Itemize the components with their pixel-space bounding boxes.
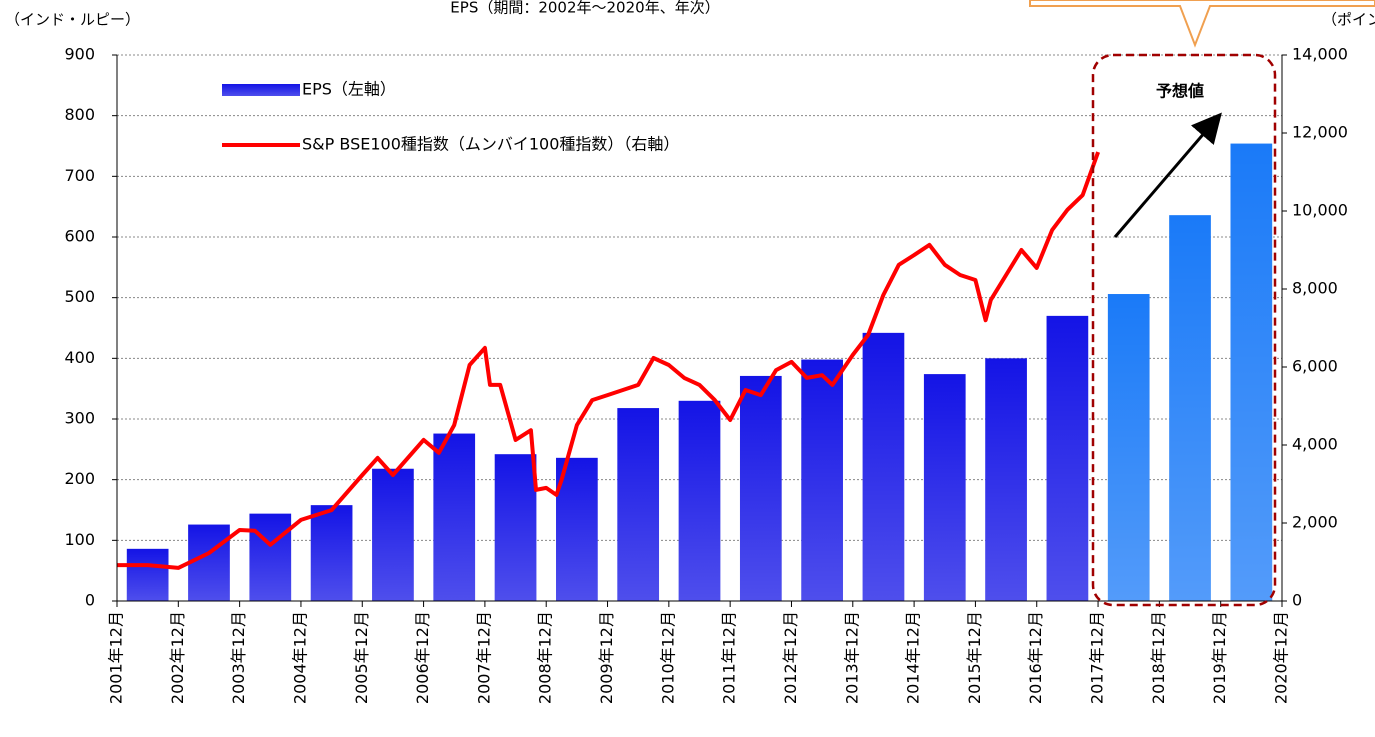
annotation: 予想値 [1156,82,1204,101]
x-tick-label: 2011年12月 [720,611,739,704]
bar-shade [249,513,292,601]
x-tick-label: 2006年12月 [413,611,432,704]
y2-tick-label: 2,000 [1292,513,1338,532]
bar-shade [678,400,721,601]
x-tick-label: 2009年12月 [597,611,616,704]
y-tick-label: 600 [64,227,95,246]
legend-swatch-shade [222,84,300,96]
bar-shade [126,548,169,601]
legend-label: EPS（左軸） [302,80,396,99]
y-tick-label: 800 [64,105,95,124]
x-tick-label: 2007年12月 [474,611,493,704]
y2-tick-label: 14,000 [1292,45,1348,64]
y2-tick-label: 4,000 [1292,435,1338,454]
y-tick-label: 900 [64,45,95,64]
bar-shade [617,408,660,601]
line [117,151,1100,570]
x-tick-label: 2019年12月 [1210,611,1229,704]
y2-tick-label: 10,000 [1292,201,1348,220]
legend-label: S&P BSE100種指数（ムンバイ100種指数）（右軸） [302,135,679,154]
y-tick-label: 700 [64,166,95,185]
arrow [1113,112,1222,238]
y2-axis-label: （ポイント） [1322,11,1375,29]
bar-shade [372,468,414,601]
x-tick-label: 2001年12月 [107,611,126,704]
bar-shade [433,433,476,601]
bar-shade [1169,215,1211,601]
y2-tick-label: 6,000 [1292,357,1338,376]
bar-shade [739,375,782,601]
y2-tick-label: 0 [1292,591,1302,610]
x-tick-label: 2015年12月 [965,611,984,704]
x-tick-label: 2005年12月 [352,611,371,704]
bar-shade [985,358,1027,601]
x-tick-label: 2003年12月 [229,611,248,704]
bar-shade [494,454,537,601]
chart-title: EPS（期間：2002年～2020年、年次） [450,0,719,17]
y2-tick-label: 8,000 [1292,279,1338,298]
x-tick-label: 2004年12月 [290,611,309,704]
plot: 0 100 200 300 400 500 600 700 800 900 0 2,000 4,000 6… [64,45,1348,705]
x-tick-label: 2014年12月 [904,611,923,704]
y-tick-label: 500 [64,287,95,306]
forecast-box [1091,53,1277,607]
y2-tick-label: 12,000 [1292,123,1348,142]
x-tick-label: 2020年12月 [1272,611,1291,704]
bar-shade [1107,294,1150,601]
x-tick-label: 2008年12月 [536,611,555,704]
y-axis-label: （インド・ルピー） [5,11,140,29]
bar-shade [801,359,843,601]
bar-shade [310,505,353,601]
x-tick-label: 2018年12月 [1149,611,1168,704]
y-tick-label: 300 [64,409,95,428]
callout [1029,0,1375,48]
y-tick-label: 200 [64,469,95,488]
y-tick-label: 400 [64,348,95,367]
y-tick-label: 100 [64,530,95,549]
y-tick-label: 0 [85,591,95,610]
x-tick-label: 2012年12月 [781,611,800,704]
x-tick-label: 2016年12月 [1026,611,1045,704]
bar-shade [1046,315,1089,601]
bar-shade [1230,143,1273,601]
x-tick-label: 2010年12月 [658,611,677,704]
x-tick-label: 2013年12月 [842,611,861,704]
bar-shade [188,524,230,601]
x-tick-label: 2017年12月 [1088,611,1107,704]
x-tick-label: 2002年12月 [168,611,187,704]
bar-shade [923,374,966,601]
bar-shade [862,332,905,601]
